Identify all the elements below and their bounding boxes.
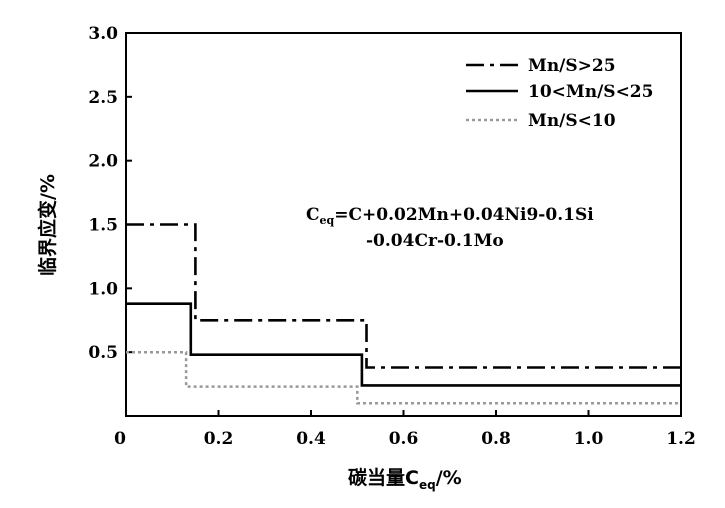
y-tick-label: 1.5 bbox=[88, 216, 118, 236]
formula-annotation: Ceq=C+0.02Mn+0.04Ni9-0.1Si -0.04Cr-0.1Mo bbox=[306, 205, 594, 251]
x-tick-label: 0.2 bbox=[204, 429, 234, 449]
y-axis-ticks: 0.5 1.0 1.5 2.0 2.5 3.0 bbox=[88, 24, 132, 363]
series-layer bbox=[126, 223, 681, 405]
y-tick-label: 2.5 bbox=[88, 88, 118, 108]
x-tick-label: 0.8 bbox=[481, 429, 511, 449]
legend-label-mn-s-lt-10: Mn/S<10 bbox=[528, 111, 616, 131]
legend-label-mn-s-10-25: 10<Mn/S<25 bbox=[528, 82, 653, 102]
x-axis-title-sub: eq bbox=[419, 478, 436, 492]
formula-line-1: Ceq=C+0.02Mn+0.04Ni9-0.1Si bbox=[306, 205, 594, 227]
y-tick-label: 0.5 bbox=[88, 343, 118, 363]
legend: Mn/S>25 10<Mn/S<25 Mn/S<10 bbox=[466, 56, 653, 131]
series-line-0 bbox=[126, 223, 681, 369]
y-tick-label: 3.0 bbox=[88, 24, 118, 44]
y-axis-title: 临界应变/% bbox=[36, 174, 59, 276]
x-axis-title: 碳当量Ceq/% bbox=[348, 466, 462, 492]
x-tick-label: 0.4 bbox=[296, 429, 326, 449]
x-tick-label: 1.2 bbox=[666, 429, 696, 449]
legend-label-mn-s-gt-25: Mn/S>25 bbox=[528, 56, 616, 76]
x-axis-ticks: 0 0.2 0.4 0.6 0.8 1.0 1.2 bbox=[114, 410, 696, 449]
x-tick-label: 1.0 bbox=[574, 429, 604, 449]
x-tick-label: 0.6 bbox=[389, 429, 419, 449]
x-axis-title-unit: /% bbox=[436, 467, 462, 489]
formula-ceq-sub: eq bbox=[320, 214, 335, 227]
formula-ceq-main: C bbox=[306, 205, 320, 225]
series-line-2 bbox=[126, 350, 681, 405]
y-tick-label: 1.0 bbox=[88, 279, 118, 299]
series-line-1 bbox=[126, 302, 681, 387]
formula-line-2: -0.04Cr-0.1Mo bbox=[366, 231, 504, 251]
formula-ceq-rest: =C+0.02Mn+0.04Ni9-0.1Si bbox=[334, 205, 594, 225]
x-tick-label: 0 bbox=[114, 429, 126, 449]
x-axis-title-main: 碳当量C bbox=[348, 466, 419, 489]
y-tick-label: 2.0 bbox=[88, 152, 118, 172]
